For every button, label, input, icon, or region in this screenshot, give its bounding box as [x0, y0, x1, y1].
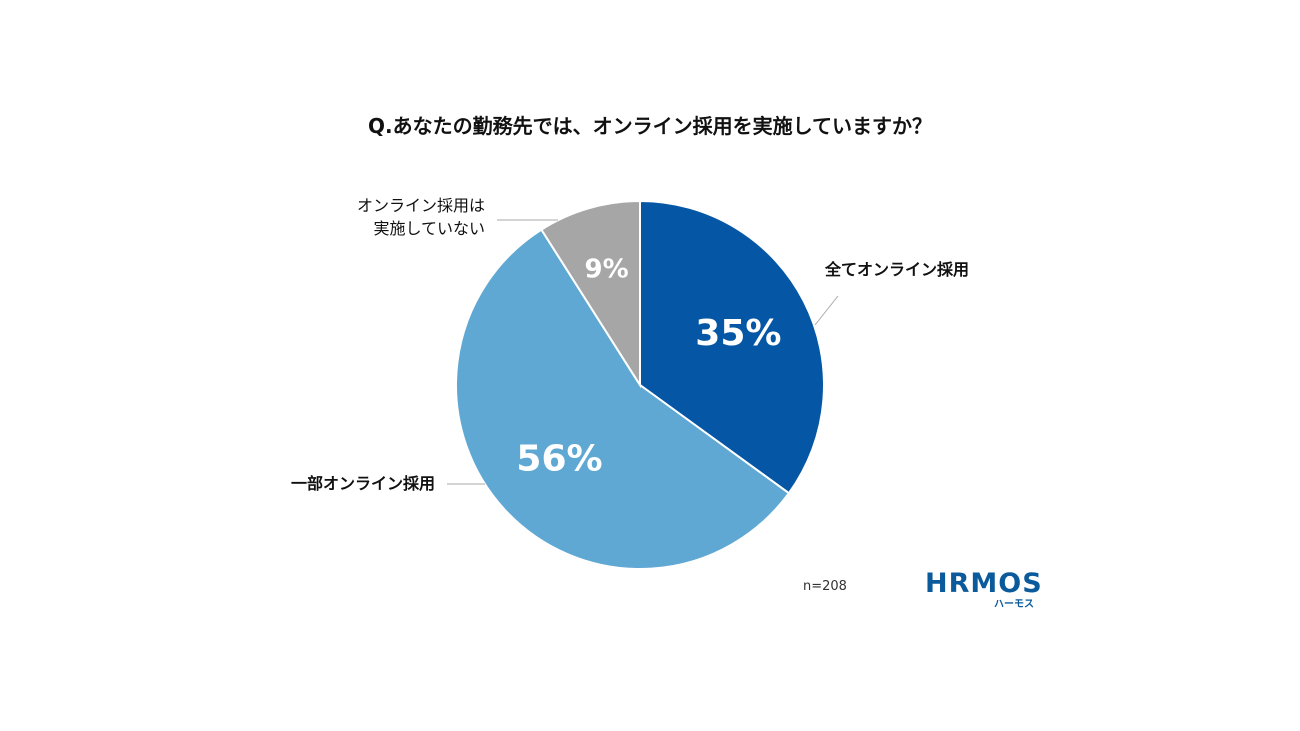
category-label: 一部オンライン採用: [290, 474, 435, 493]
chart-title: Q.あなたの勤務先では、オンライン採用を実施していますか？: [368, 114, 932, 138]
logo-sub: ハーモス: [994, 599, 1034, 610]
pie-slice: [540, 199, 641, 389]
value-label: 56%: [516, 439, 602, 480]
pie-slice: [455, 228, 791, 570]
category-label: 全てオンライン採用: [825, 260, 970, 279]
pie-slice: [639, 199, 825, 495]
leader-line: [814, 295, 839, 326]
logo: HRMOS: [925, 568, 1043, 599]
value-label: 35%: [695, 313, 781, 354]
sample-note: n=208: [803, 579, 847, 594]
value-label: 9%: [585, 255, 629, 285]
category-label: オンライン採用は 実施していない: [356, 196, 485, 238]
